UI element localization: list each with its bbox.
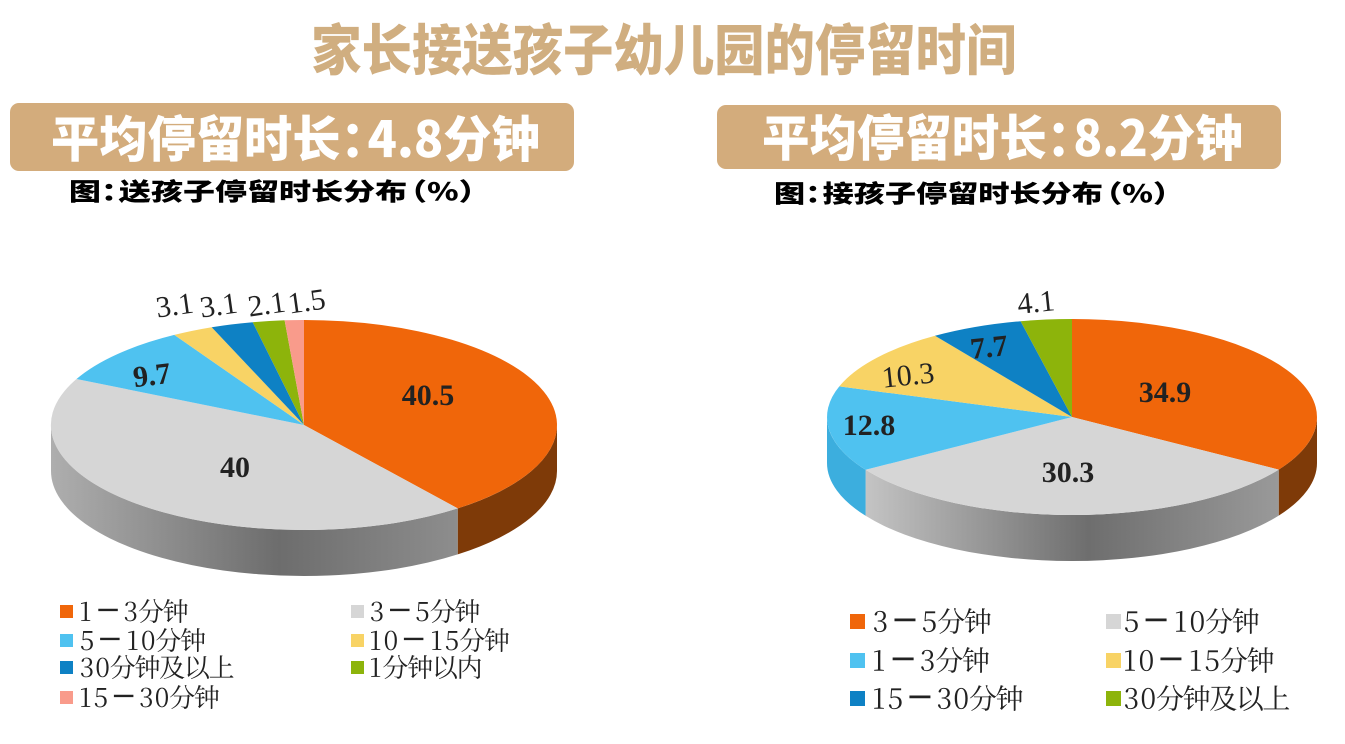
svg-text:4.1: 4.1: [1016, 284, 1057, 321]
svg-text:12.8: 12.8: [843, 409, 896, 442]
svg-text:3.1: 3.1: [154, 287, 196, 325]
svg-text:9.7: 9.7: [131, 357, 172, 394]
svg-text:40.5: 40.5: [402, 379, 455, 412]
svg-text:3.1: 3.1: [198, 287, 240, 325]
svg-text:1.5: 1.5: [286, 283, 328, 321]
svg-text:7.7: 7.7: [969, 329, 1010, 366]
svg-text:34.9: 34.9: [1139, 376, 1192, 409]
svg-text:30.3: 30.3: [1042, 456, 1095, 489]
svg-text:40: 40: [220, 451, 250, 484]
svg-text:2.1: 2.1: [246, 286, 288, 324]
svg-text:10.3: 10.3: [880, 356, 936, 394]
